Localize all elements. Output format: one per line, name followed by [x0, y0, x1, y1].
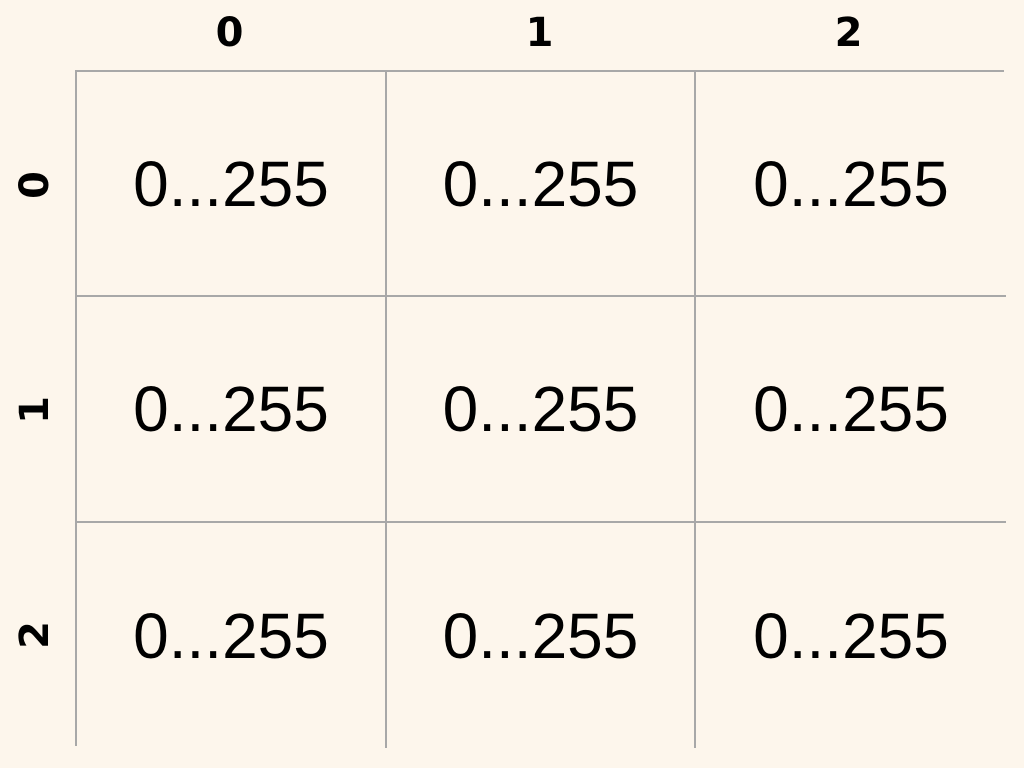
cell-2-0: 0...255: [77, 523, 387, 748]
row-header-2-wrap: 2: [0, 522, 70, 747]
column-header-1: 1: [525, 10, 554, 56]
column-header-0: 0: [215, 10, 244, 56]
cell-0-0: 0...255: [77, 72, 387, 297]
row-header-0-wrap: 0: [0, 72, 70, 297]
cell-0-2: 0...255: [696, 72, 1006, 297]
cell-1-2: 0...255: [696, 297, 1006, 523]
cell-0-1: 0...255: [387, 72, 696, 297]
matrix-grid: 0...255 0...255 0...255 0...255 0...255 …: [75, 70, 1006, 748]
cell-2-2: 0...255: [696, 523, 1006, 748]
cell-1-1: 0...255: [387, 297, 696, 523]
row-header-1: 1: [12, 395, 58, 424]
row-header-2: 2: [12, 620, 58, 649]
cell-1-0: 0...255: [77, 297, 387, 523]
cell-2-1: 0...255: [387, 523, 696, 748]
row-header-1-wrap: 1: [0, 297, 70, 522]
row-header-0: 0: [12, 170, 58, 199]
column-header-2: 2: [834, 10, 863, 56]
